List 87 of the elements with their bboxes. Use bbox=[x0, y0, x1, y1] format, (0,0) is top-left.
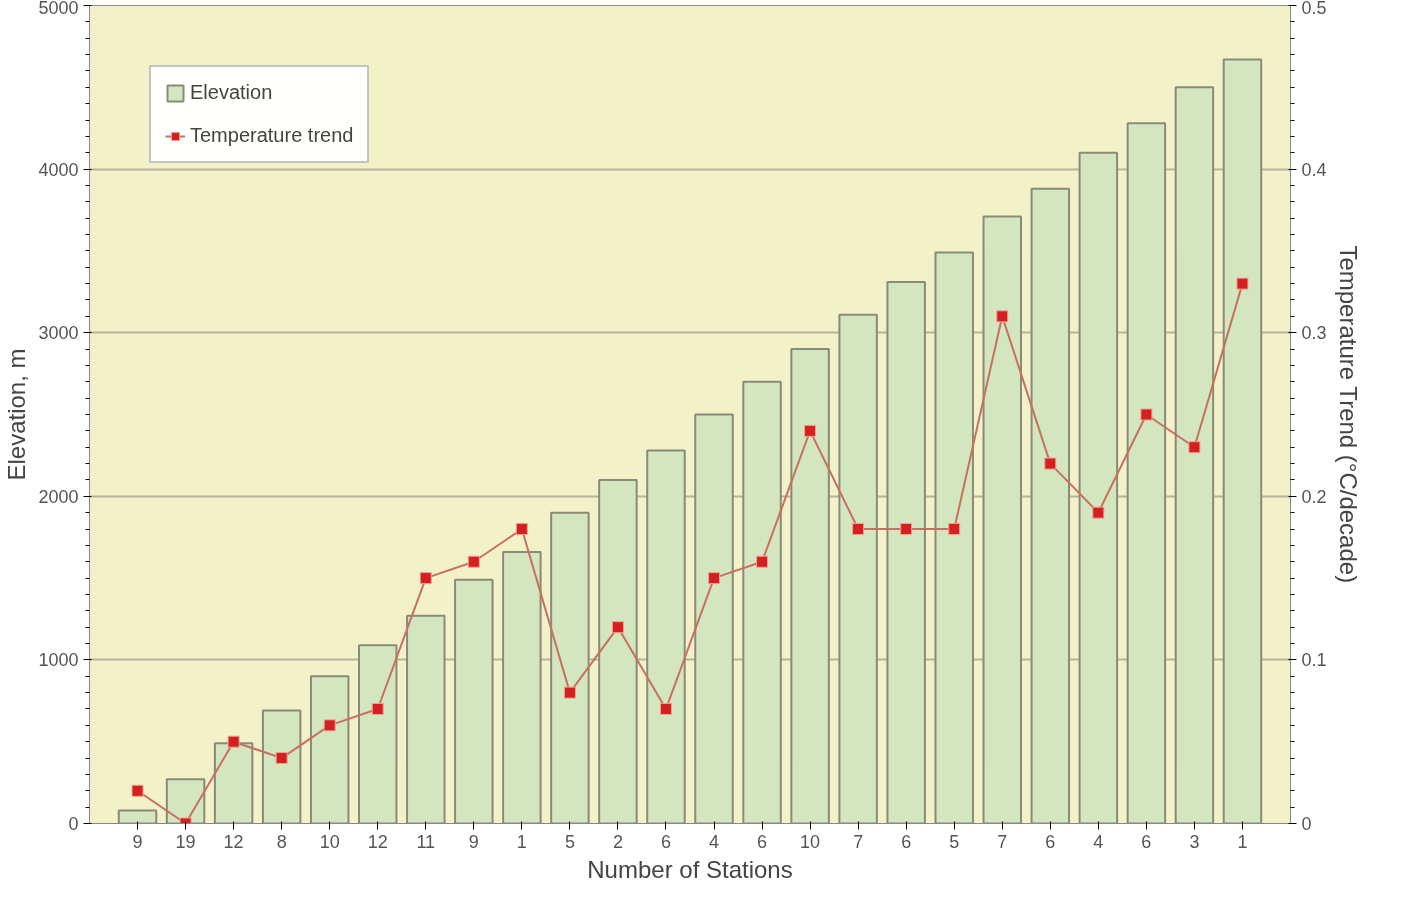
point bbox=[1044, 457, 1057, 470]
y2-tick-label: 0.2 bbox=[1301, 486, 1327, 507]
y-axis-title: Elevation, m bbox=[3, 348, 31, 481]
x-axis-title: Number of Stations bbox=[587, 855, 793, 883]
legend-label: Elevation bbox=[190, 81, 273, 104]
x-tick-label: 6 bbox=[901, 831, 912, 852]
y2-tick-label: 0 bbox=[1301, 814, 1312, 834]
point bbox=[1092, 506, 1105, 519]
point bbox=[275, 752, 288, 765]
point bbox=[1140, 408, 1153, 421]
bar bbox=[646, 449, 686, 824]
x-tick-label: 4 bbox=[709, 831, 720, 852]
point bbox=[419, 572, 432, 585]
point bbox=[563, 686, 576, 699]
bar bbox=[886, 280, 926, 824]
point bbox=[948, 523, 961, 536]
bar bbox=[550, 511, 590, 824]
point bbox=[756, 555, 769, 568]
y-tick-label: 2000 bbox=[38, 486, 79, 507]
point bbox=[852, 523, 865, 536]
bar bbox=[982, 215, 1022, 824]
bar bbox=[358, 644, 398, 824]
bar bbox=[117, 809, 158, 824]
point bbox=[1236, 277, 1249, 290]
y-tick-label: 0 bbox=[68, 814, 79, 834]
x-tick-label: 5 bbox=[564, 831, 575, 852]
y-tick-label: 4000 bbox=[38, 159, 79, 180]
bar bbox=[694, 413, 734, 824]
x-tick-label: 3 bbox=[1189, 831, 1200, 852]
x-tick-label: 7 bbox=[853, 831, 864, 852]
point bbox=[611, 621, 624, 634]
x-tick-label: 9 bbox=[132, 831, 143, 852]
y-tick-label: 1000 bbox=[38, 650, 79, 671]
point bbox=[1188, 441, 1201, 454]
x-tick-label: 7 bbox=[997, 831, 1008, 852]
x-tick-label: 4 bbox=[1093, 831, 1104, 852]
x-tick-label: 10 bbox=[319, 831, 340, 852]
x-tick-label: 6 bbox=[1141, 831, 1152, 852]
x-tick-label: 12 bbox=[367, 831, 388, 852]
bar bbox=[213, 742, 254, 824]
x-tick-label: 6 bbox=[757, 831, 768, 852]
bar bbox=[502, 550, 542, 824]
bar bbox=[742, 380, 782, 824]
bar bbox=[1126, 122, 1167, 824]
y-tick-label: 3000 bbox=[38, 323, 79, 344]
x-tick-label: 9 bbox=[468, 831, 479, 852]
point bbox=[131, 784, 144, 797]
bar bbox=[309, 675, 350, 824]
point bbox=[708, 572, 721, 585]
bar bbox=[406, 614, 446, 824]
x-tick-label: 1 bbox=[516, 831, 527, 852]
bar bbox=[261, 709, 302, 824]
point bbox=[900, 523, 913, 536]
point bbox=[467, 555, 480, 568]
bar bbox=[1030, 187, 1071, 824]
x-tick-label: 2 bbox=[612, 831, 623, 852]
y2-tick-label: 0.5 bbox=[1301, 0, 1327, 18]
point bbox=[227, 735, 240, 748]
point bbox=[515, 523, 528, 536]
x-tick-label: 6 bbox=[660, 831, 671, 852]
bar bbox=[1222, 58, 1263, 824]
bar bbox=[598, 478, 638, 824]
legend-label: Temperature trend bbox=[190, 124, 354, 147]
x-tick-label: 11 bbox=[416, 831, 436, 852]
y2-tick-label: 0.4 bbox=[1301, 159, 1327, 180]
bar bbox=[838, 313, 878, 824]
y-tick-label: 5000 bbox=[38, 0, 79, 18]
y2-axis-title: Temperature Trend (°C/decade) bbox=[1334, 245, 1362, 584]
bar bbox=[454, 578, 494, 824]
x-tick-label: 19 bbox=[175, 831, 196, 852]
bar bbox=[1174, 86, 1215, 824]
point bbox=[323, 719, 336, 732]
x-tick-label: 8 bbox=[276, 831, 287, 852]
y2-tick-label: 0.3 bbox=[1301, 323, 1327, 344]
y2-tick-label: 0.1 bbox=[1301, 650, 1327, 671]
x-tick-label: 6 bbox=[1045, 831, 1056, 852]
point bbox=[996, 310, 1009, 323]
bar bbox=[790, 348, 830, 824]
x-tick-label: 10 bbox=[800, 831, 821, 852]
x-tick-label: 12 bbox=[223, 831, 244, 852]
point bbox=[659, 702, 672, 715]
x-tick-label: 5 bbox=[949, 831, 960, 852]
bar bbox=[1078, 151, 1119, 824]
point bbox=[804, 424, 817, 437]
point bbox=[371, 702, 384, 715]
bar bbox=[934, 251, 974, 824]
x-tick-label: 1 bbox=[1237, 831, 1248, 852]
